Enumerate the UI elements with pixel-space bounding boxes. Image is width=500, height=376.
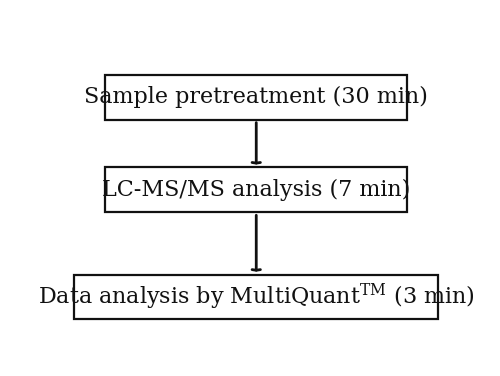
FancyBboxPatch shape: [105, 167, 408, 212]
Text: LC-MS/MS analysis (7 min): LC-MS/MS analysis (7 min): [102, 179, 410, 201]
FancyBboxPatch shape: [74, 274, 438, 320]
FancyBboxPatch shape: [105, 75, 408, 120]
Text: Sample pretreatment (30 min): Sample pretreatment (30 min): [84, 86, 428, 108]
Text: Data analysis by MultiQuant$^{\mathregular{TM}}$ (3 min): Data analysis by MultiQuant$^{\mathregul…: [38, 282, 474, 312]
